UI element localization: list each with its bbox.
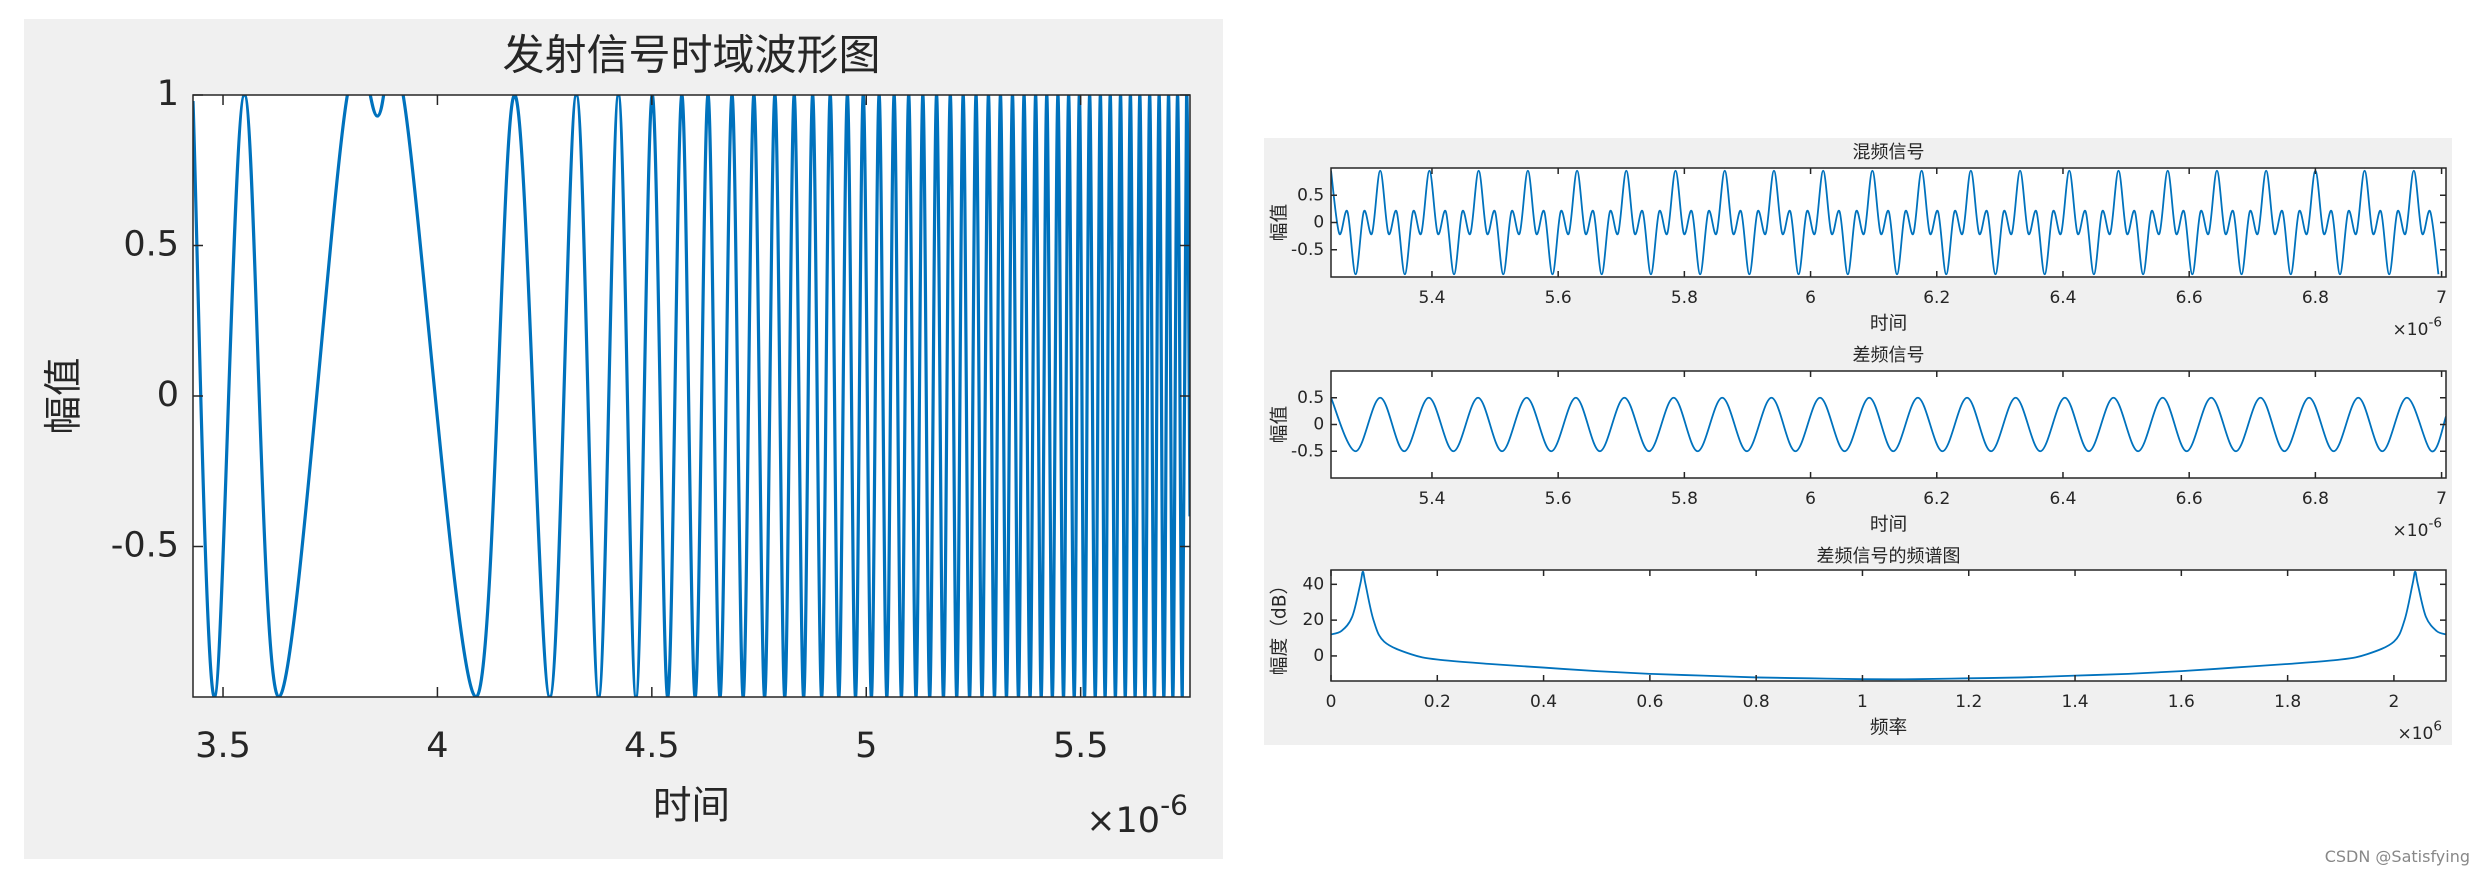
x-tick-label: 0.2 xyxy=(1424,692,1451,712)
x-tick-label: 1.4 xyxy=(2062,692,2089,712)
signal-line xyxy=(1331,396,2446,453)
y-tick-label: 0 xyxy=(1313,415,1324,435)
x-multiplier-exponent: 6 xyxy=(2433,718,2442,734)
y-tick-label: 0.5 xyxy=(1297,185,1324,205)
x-multiplier-exponent: -6 xyxy=(1160,788,1188,821)
x-tick-label: 5.4 xyxy=(1418,288,1445,308)
x-tick-label: 6.4 xyxy=(2049,489,2076,509)
x-tick-label: 1 xyxy=(1857,692,1868,712)
x-tick-label: 6.6 xyxy=(2176,489,2203,509)
x-tick-label: 4.5 xyxy=(624,726,680,766)
x-tick-label: 0.6 xyxy=(1636,692,1663,712)
signal-line xyxy=(1331,570,2446,681)
x-multiplier-exponent: -6 xyxy=(2428,515,2442,531)
x-tick-label: 5.8 xyxy=(1671,489,1698,509)
x-tick-label: 6.2 xyxy=(1923,288,1950,308)
signal-line xyxy=(1331,169,2440,276)
x-multiplier: ×10 xyxy=(2393,320,2429,340)
y-tick-label: 40 xyxy=(1303,574,1325,594)
plot-area xyxy=(1331,169,2440,276)
chart-title: 发射信号时域波形图 xyxy=(502,31,880,80)
x-tick-label: 6.8 xyxy=(2302,288,2329,308)
x-tick-label: 6 xyxy=(1805,489,1816,509)
x-tick-label: 1.6 xyxy=(2168,692,2195,712)
chart-title: 差频信号 xyxy=(1853,345,1925,366)
x-multiplier: ×10 xyxy=(2397,724,2433,744)
plot-area xyxy=(1331,396,2446,453)
x-tick-label: 7 xyxy=(2436,288,2447,308)
axes-background xyxy=(1331,371,2446,478)
watermark: CSDN @Satisfying xyxy=(2325,847,2470,866)
x-tick-label: 5 xyxy=(855,726,877,766)
x-tick-label: 1.2 xyxy=(1955,692,1982,712)
x-axis-label: 时间 xyxy=(1870,314,1907,335)
x-tick-label: 7 xyxy=(2436,489,2447,509)
x-tick-label: 6.4 xyxy=(2049,288,2076,308)
x-tick-label: 5.8 xyxy=(1671,288,1698,308)
y-axis-label: 幅度（dB） xyxy=(1270,576,1291,675)
y-axis-label: 幅值 xyxy=(1270,406,1291,443)
x-tick-label: 0.4 xyxy=(1530,692,1557,712)
x-tick-label: 5.5 xyxy=(1053,726,1109,766)
y-tick-label: -0.5 xyxy=(111,526,179,566)
signal-line xyxy=(193,95,1190,697)
x-axis-label: 时间 xyxy=(1870,515,1907,536)
y-axis-label: 幅值 xyxy=(42,357,87,434)
y-tick-label: -0.5 xyxy=(1291,441,1324,461)
y-tick-label: 0.5 xyxy=(123,225,179,265)
x-tick-label: 4 xyxy=(426,726,448,766)
x-tick-label: 5.6 xyxy=(1545,288,1572,308)
axes-background xyxy=(1331,570,2446,681)
x-tick-label: 6.2 xyxy=(1923,489,1950,509)
y-tick-label: 0.5 xyxy=(1297,388,1324,408)
x-tick-label: 0 xyxy=(1326,692,1337,712)
x-tick-label: 2 xyxy=(2389,692,2400,712)
x-tick-label: 6.6 xyxy=(2176,288,2203,308)
x-multiplier-exponent: -6 xyxy=(2428,314,2442,330)
x-tick-label: 6.8 xyxy=(2302,489,2329,509)
plot-area xyxy=(193,95,1190,697)
y-tick-label: 1 xyxy=(157,74,179,114)
chart-title: 差频信号的频谱图 xyxy=(1817,546,1961,567)
x-tick-label: 0.8 xyxy=(1743,692,1770,712)
y-tick-label: 0 xyxy=(1313,213,1324,233)
x-tick-label: 5.4 xyxy=(1418,489,1445,509)
x-tick-label: 5.6 xyxy=(1545,489,1572,509)
x-tick-label: 6 xyxy=(1805,288,1816,308)
plot-area xyxy=(1331,570,2446,681)
x-multiplier: ×10 xyxy=(1086,801,1160,841)
chart-title: 混频信号 xyxy=(1853,142,1925,163)
x-multiplier: ×10 xyxy=(2393,521,2429,541)
y-tick-label: -0.5 xyxy=(1291,240,1324,260)
y-axis-label: 幅值 xyxy=(1270,204,1291,241)
x-tick-label: 3.5 xyxy=(195,726,251,766)
x-axis-label: 时间 xyxy=(653,784,730,829)
x-tick-label: 1.8 xyxy=(2274,692,2301,712)
x-axis-label: 频率 xyxy=(1870,718,1907,739)
y-tick-label: 0 xyxy=(1313,646,1324,666)
y-tick-label: 20 xyxy=(1303,610,1325,630)
y-tick-label: 0 xyxy=(157,375,179,415)
axes-frame xyxy=(1330,569,2447,682)
